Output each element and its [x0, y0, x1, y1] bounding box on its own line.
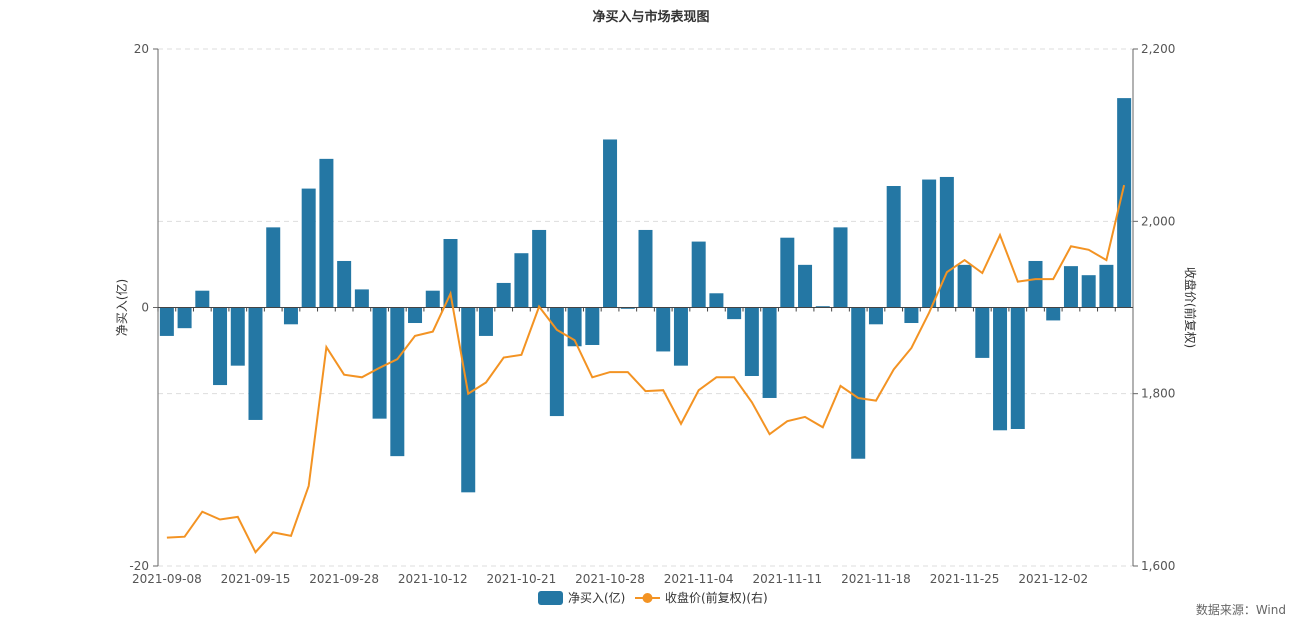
- bar-net-buy: [585, 307, 600, 345]
- x-axis-tick-label: 2021-12-02: [1018, 572, 1088, 586]
- x-axis-tick-label: 2021-11-04: [664, 572, 734, 586]
- bar-net-buy: [656, 307, 671, 352]
- chart-title: 净买入与市场表现图: [592, 9, 709, 25]
- bar-net-buy: [939, 176, 954, 308]
- x-axis-tick-label: 2021-10-21: [487, 572, 557, 586]
- bar-net-buy: [922, 179, 937, 308]
- bar-net-buy: [266, 227, 281, 308]
- bar-net-buy: [230, 307, 245, 366]
- bar-net-buy: [159, 307, 174, 336]
- left-axis-tick-label: 20: [134, 42, 149, 56]
- bar-net-buy: [1010, 307, 1025, 429]
- bar-net-buy: [1063, 266, 1078, 308]
- data-source-note: 数据来源：Wind: [1195, 603, 1286, 617]
- bar-net-buy: [337, 260, 352, 308]
- left-axis-tick-label: -20: [129, 559, 149, 573]
- bar-net-buy: [833, 227, 848, 308]
- bar-net-buy: [886, 186, 901, 308]
- bar-net-buy: [461, 307, 476, 493]
- bar-net-buy: [620, 307, 635, 309]
- right-axis-tick-label: 1,800: [1141, 387, 1175, 401]
- bar-net-buy: [1046, 307, 1061, 321]
- x-axis-tick-label: 2021-11-25: [930, 572, 1000, 586]
- bar-net-buy: [993, 307, 1008, 431]
- bar-net-buy: [354, 289, 369, 308]
- legend-bar-label: 净买入(亿): [568, 590, 625, 605]
- bar-net-buy: [851, 307, 866, 459]
- bar-net-buy: [762, 307, 777, 398]
- x-axis-tick-label: 2021-10-28: [575, 572, 645, 586]
- bar-net-buy: [390, 307, 405, 457]
- bar-net-buy: [319, 158, 334, 308]
- bar-net-buy: [372, 307, 387, 419]
- bar-net-buy: [975, 307, 990, 358]
- bar-net-buy: [478, 307, 493, 336]
- right-axis-tick-label: 1,600: [1141, 559, 1175, 573]
- right-axis-tick-label: 2,000: [1141, 214, 1175, 228]
- bar-net-buy: [443, 238, 458, 308]
- bar-net-buy: [957, 264, 972, 308]
- bar-net-buy: [177, 307, 192, 329]
- bar-net-buy: [727, 307, 742, 320]
- x-axis-tick-label: 2021-10-12: [398, 572, 468, 586]
- right-axis-title: 收盘价(前复权): [1183, 267, 1198, 348]
- x-axis-tick-label: 2021-11-11: [752, 572, 822, 586]
- bar-net-buy: [673, 307, 688, 366]
- bar-net-buy: [1117, 98, 1132, 308]
- bar-net-buy: [691, 241, 706, 308]
- left-axis-title: 净买入(亿): [114, 279, 129, 336]
- bar-net-buy: [301, 188, 316, 308]
- bar-net-buy: [603, 139, 618, 308]
- left-axis-tick-label: 0: [141, 301, 149, 315]
- bar-net-buy: [1099, 264, 1114, 308]
- bar-net-buy: [567, 307, 582, 347]
- x-axis-tick-label: 2021-09-28: [309, 572, 379, 586]
- bar-net-buy: [744, 307, 759, 377]
- bar-net-buy: [1028, 260, 1043, 308]
- bar-net-buy: [408, 307, 423, 324]
- bar-net-buy: [798, 264, 813, 308]
- bar-net-buy: [213, 307, 228, 386]
- bar-net-buy: [780, 237, 795, 308]
- bar-net-buy: [496, 282, 511, 308]
- right-axis-tick-label: 2,200: [1141, 42, 1175, 56]
- bar-net-buy: [549, 307, 564, 417]
- legend-line-marker: [642, 593, 653, 603]
- bar-net-buy: [904, 307, 919, 324]
- x-axis-tick-label: 2021-11-18: [841, 572, 911, 586]
- bar-net-buy: [425, 290, 440, 308]
- x-axis-tick-label: 2021-09-15: [221, 572, 291, 586]
- bar-net-buy: [638, 229, 653, 308]
- bar-net-buy: [514, 253, 529, 308]
- bar-net-buy: [868, 307, 883, 325]
- bar-net-buy: [532, 229, 547, 308]
- bar-net-buy: [1081, 275, 1096, 308]
- bar-net-buy: [815, 306, 830, 308]
- legend-bar-swatch: [538, 591, 563, 605]
- bar-net-buy: [195, 290, 210, 308]
- x-axis-tick-label: 2021-09-08: [132, 572, 202, 586]
- bar-net-buy: [283, 307, 298, 325]
- legend-line-label: 收盘价(前复权)(右): [665, 590, 768, 605]
- bar-net-buy: [248, 307, 263, 420]
- bar-net-buy: [709, 293, 724, 308]
